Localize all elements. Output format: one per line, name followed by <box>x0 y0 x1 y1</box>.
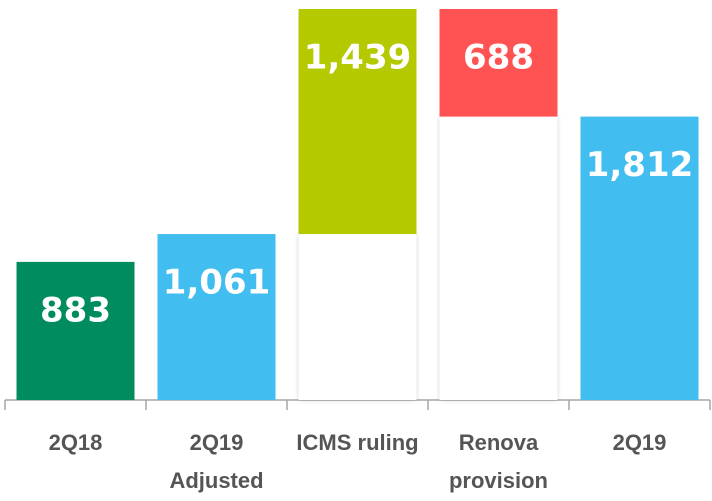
value-label: 688 <box>463 38 534 78</box>
x-tick-label: ICMS ruling <box>296 430 419 455</box>
bar <box>298 9 417 235</box>
bar <box>580 116 699 400</box>
value-label: 1,812 <box>586 145 694 185</box>
x-tick-label: 2Q19 Adjusted <box>169 430 264 493</box>
value-label: 1,061 <box>163 263 271 303</box>
base-bar <box>298 234 417 400</box>
base-bar <box>439 116 558 400</box>
x-tick-label: 2Q19 <box>612 430 667 455</box>
x-tick-label: Renova provision <box>448 430 548 493</box>
value-label: 883 <box>40 290 111 330</box>
x-tick-label: 2Q18 <box>48 430 103 455</box>
bar <box>157 234 276 400</box>
bar <box>16 261 135 400</box>
value-label: 1,439 <box>304 38 412 78</box>
bar <box>439 9 558 117</box>
